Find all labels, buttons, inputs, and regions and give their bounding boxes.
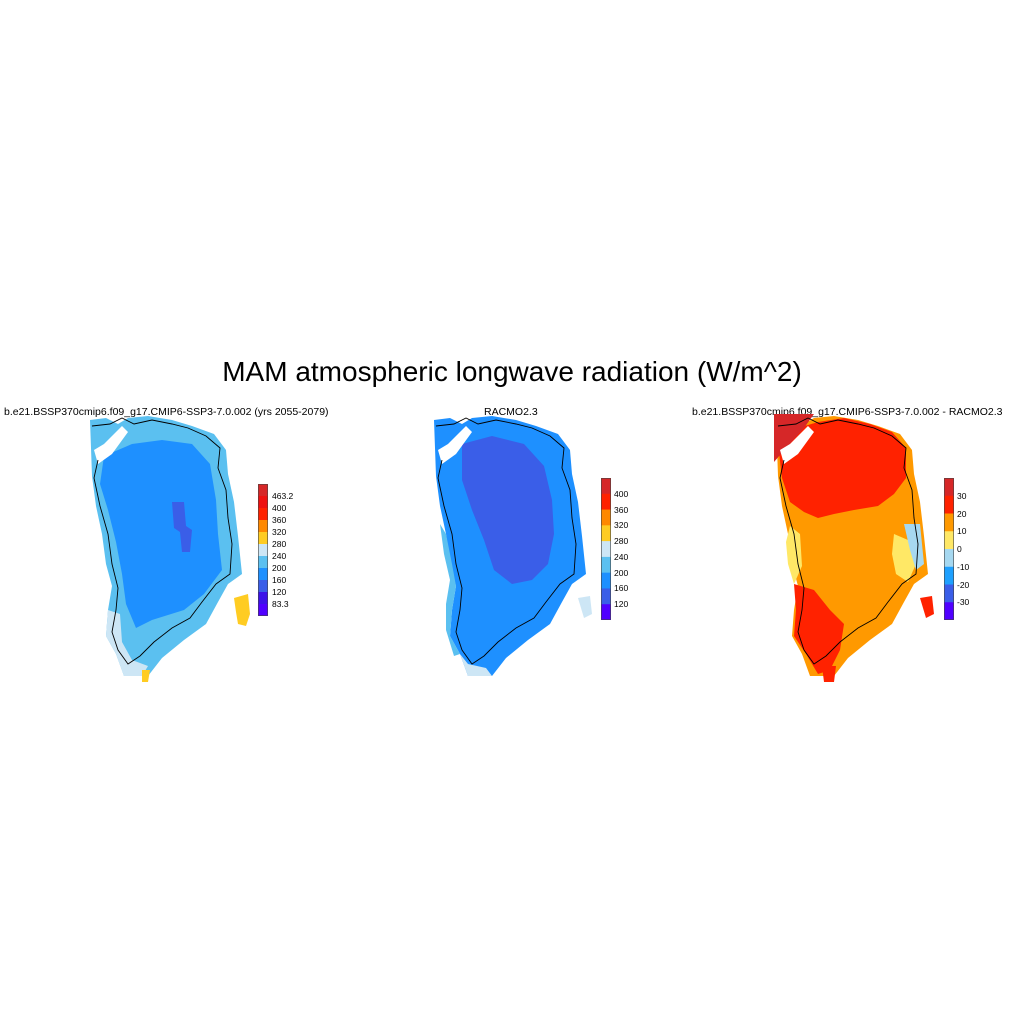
colorbar-tick-label: 30	[957, 490, 967, 501]
figure-title: MAM atmospheric longwave radiation (W/m^…	[222, 356, 802, 387]
colorbar-tick-label: 280	[614, 536, 629, 547]
panel-3-map	[774, 414, 934, 682]
colorbar-swatch	[944, 584, 954, 603]
colorbar-swatch	[601, 509, 611, 526]
colorbar-tick-label: 280	[272, 539, 287, 549]
colorbar-tick-label: 240	[272, 551, 287, 561]
colorbar-swatch	[601, 604, 611, 620]
colorbar-tick-label: 10	[957, 526, 967, 537]
east-island-field	[234, 594, 250, 626]
colorbar-tick-label: -10	[957, 561, 970, 572]
north-max-field	[778, 418, 906, 518]
panel-3-colorbar	[944, 478, 954, 620]
colorbar-tick-label: 400	[614, 488, 629, 499]
coastline	[91, 417, 233, 665]
colorbar-tick-label: 120	[272, 587, 287, 597]
east-island-field	[920, 596, 934, 618]
south-tip-field	[822, 666, 836, 682]
colorbar-swatch	[258, 580, 268, 593]
colorbar-tick-label: 0	[957, 544, 962, 554]
coast-gap	[780, 426, 814, 464]
colorbar-tick-label: 20	[957, 508, 967, 519]
colorbar-tick-label: 200	[614, 567, 629, 578]
colorbar-swatch	[944, 478, 954, 497]
colorbar-swatch	[258, 604, 268, 616]
colorbar-tick-label: 160	[272, 575, 287, 585]
colorbar-border	[944, 478, 954, 620]
colorbar-tick-label: -20	[957, 579, 970, 590]
panel-1-title: b.e21.BSSP370cmip6.f09_g17.CMIP6-SSP3-7.…	[4, 406, 329, 418]
colorbar-swatch	[258, 556, 268, 569]
colorbar-tick-label: 320	[272, 527, 287, 537]
colorbar-swatch	[258, 592, 268, 605]
colorbar-tick-label: 160	[614, 583, 629, 594]
colorbar-tick-label: 463.2	[272, 491, 294, 501]
colorbar-swatch	[601, 588, 611, 605]
colorbar-swatch	[258, 532, 268, 545]
panel-1-map	[90, 416, 250, 682]
colorbar-tick-label: 360	[272, 515, 287, 525]
colorbar-border	[258, 484, 268, 616]
south-edge-field	[460, 654, 492, 676]
sw-field	[794, 584, 844, 674]
colorbar-swatch	[944, 495, 954, 514]
interior-field	[100, 440, 222, 628]
south-edge-field	[106, 610, 148, 676]
coast-gap	[438, 426, 472, 464]
colorbar-tick-label: 200	[272, 563, 287, 573]
colorbar-swatch	[944, 531, 954, 550]
colorbar-tick-label: 400	[272, 503, 287, 513]
colorbar-swatch	[944, 566, 954, 585]
interior-field	[462, 436, 554, 584]
panel-2-colorbar	[601, 478, 611, 620]
colorbar-border	[601, 478, 611, 620]
colorbar-swatch	[944, 513, 954, 532]
colorbar-swatch	[601, 556, 611, 574]
panel-3-title: b.e21.BSSP370cmip6.f09_g17.CMIP6-SSP3-7.…	[692, 406, 1003, 418]
south-tip-field	[142, 670, 150, 682]
colorbar-swatch	[601, 493, 611, 511]
colorbar-swatch	[258, 544, 268, 557]
coast-gap	[94, 426, 128, 464]
coastline	[435, 417, 577, 665]
colorbar-swatch	[601, 572, 611, 589]
colorbar-swatch	[258, 496, 268, 509]
colorbar-swatch	[601, 541, 611, 558]
colorbar-tick-label: 360	[614, 504, 629, 515]
colorbar-swatch	[601, 478, 611, 495]
colorbar-swatch	[944, 602, 954, 620]
colorbar-tick-label: 320	[614, 520, 629, 531]
colorbar-swatch	[258, 508, 268, 521]
summit-min-field	[172, 502, 192, 552]
coastline	[777, 417, 919, 665]
colorbar-swatch	[258, 568, 268, 581]
margin-field	[440, 524, 460, 656]
panel-2-title: RACMO2.3	[484, 406, 538, 418]
west-margin-field	[786, 526, 802, 584]
colorbar-tick-label: 83.3	[272, 599, 289, 609]
panel-1-colorbar	[258, 484, 268, 616]
colorbar-tick-label: -30	[957, 597, 970, 608]
colorbar-swatch	[601, 525, 611, 542]
colorbar-swatch	[944, 549, 954, 568]
panel-2-map	[434, 416, 592, 676]
east-island-field	[578, 596, 592, 618]
colorbar-swatch	[258, 484, 268, 497]
colorbar-tick-label: 240	[614, 551, 629, 562]
east-low-field	[904, 524, 924, 570]
colorbar-tick-label: 120	[614, 599, 629, 610]
colorbar-swatch	[258, 520, 268, 533]
